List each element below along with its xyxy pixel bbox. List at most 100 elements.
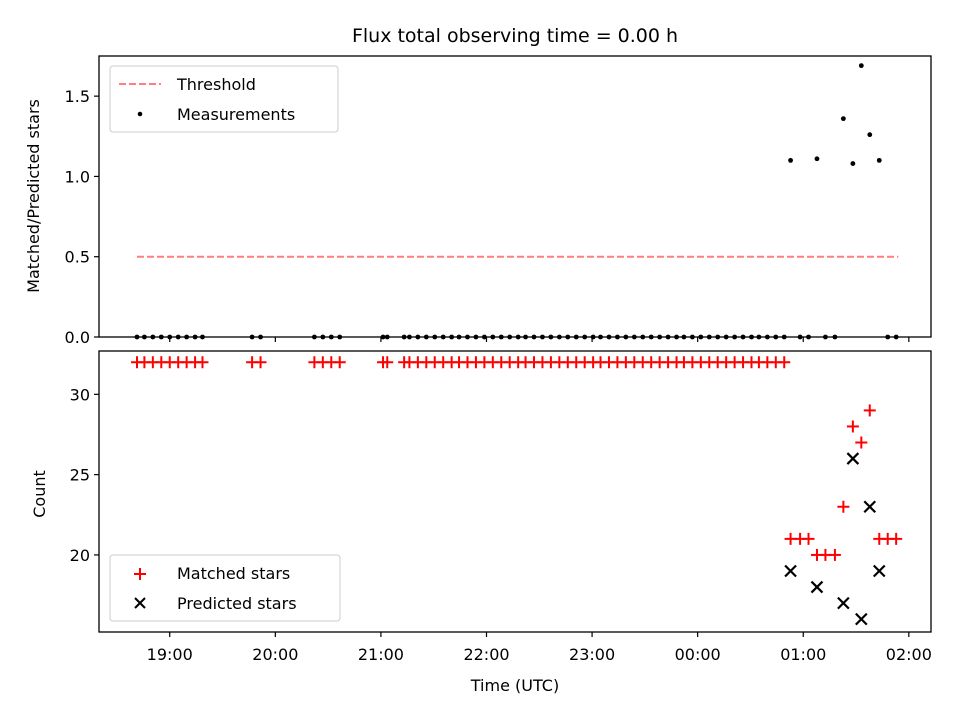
x-tick-label: 22:00	[463, 645, 509, 664]
predicted-star-point	[855, 612, 868, 626]
measurement-point	[320, 334, 326, 340]
matched-star-point	[828, 548, 841, 561]
measurement-point	[311, 334, 317, 340]
measurement-point	[540, 334, 545, 340]
measurement-point	[850, 161, 856, 166]
x-diag-b	[855, 612, 868, 626]
measurement-point	[432, 334, 438, 340]
x-tick-label: 21:00	[358, 645, 404, 664]
measurement-point	[449, 334, 455, 340]
y-tick-label: 25	[70, 466, 90, 485]
x-tick-label: 19:00	[147, 645, 193, 664]
measurement-point	[806, 334, 811, 340]
measurement-point	[384, 334, 390, 340]
predicted-star-point	[810, 580, 824, 594]
matched-star-point	[846, 420, 859, 433]
matched-star-point	[333, 356, 346, 369]
measurement-point	[698, 334, 704, 340]
measurement-point	[715, 334, 721, 340]
measurement-point	[258, 334, 263, 340]
measurement-point	[598, 334, 603, 340]
bottom-y-ticks: 20 25 30	[70, 385, 99, 565]
x-diag-b	[810, 580, 824, 594]
measurement-point	[590, 334, 596, 340]
measurement-point	[788, 157, 793, 163]
predicted-star-point	[872, 564, 886, 578]
measurement-point	[184, 334, 190, 340]
x-diag-b	[846, 452, 860, 465]
bottom-legend-box	[109, 554, 341, 622]
x-diag-b	[837, 596, 850, 610]
top-legend-box	[109, 65, 339, 133]
measurement-point	[867, 132, 873, 138]
measurement-point	[249, 334, 255, 340]
measurement-point	[407, 334, 412, 340]
bottom-y-axis-label: Count	[30, 470, 49, 518]
measurement-point	[515, 334, 521, 340]
measurement-point	[723, 334, 729, 340]
measurement-point	[885, 334, 891, 340]
matched-star-point	[863, 404, 876, 417]
measurement-point	[465, 334, 470, 340]
predicted-star-point	[837, 596, 850, 610]
measurement-point	[858, 63, 864, 69]
measurement-point	[328, 334, 334, 340]
measurement-point	[142, 334, 147, 340]
measurement-point	[615, 334, 620, 340]
measurement-point	[876, 157, 882, 163]
measurement-point	[456, 334, 462, 340]
measurement-point	[565, 334, 571, 340]
measurement-point	[498, 334, 504, 340]
legend-measurements-swatch	[137, 111, 143, 117]
measurement-point	[814, 156, 820, 162]
measurement-point	[401, 334, 407, 340]
x-tick-label: 02:00	[886, 645, 932, 664]
top-y-ticks: 0.0 0.5 1.0 1.5	[65, 87, 99, 347]
measurement-point	[665, 334, 671, 340]
top-x-ticks	[169, 337, 910, 342]
matched-star-point	[802, 532, 815, 545]
measurement-point	[158, 334, 164, 340]
y-tick-label: 30	[70, 385, 90, 404]
measurement-point	[681, 334, 687, 340]
predicted-star-point	[784, 564, 797, 578]
top-y-axis-label: Matched/Predicted stars	[24, 99, 43, 293]
x-tick-label: 23:00	[569, 645, 615, 664]
measurement-point	[631, 334, 637, 340]
y-tick-label: 1.0	[65, 167, 90, 186]
y-tick-label: 20	[70, 546, 90, 565]
measurement-point	[623, 334, 629, 340]
measurement-point	[732, 334, 738, 340]
matched-star-point	[196, 356, 209, 369]
top-panel: 0.0 0.5 1.0 1.5 Matched/Predicted stars Thr…	[24, 55, 932, 347]
measurement-point	[582, 334, 588, 340]
measurement-point	[689, 334, 695, 340]
measurement-point	[749, 334, 754, 340]
y-tick-label: 1.5	[65, 87, 90, 106]
measurement-point	[380, 334, 386, 340]
matched-star-point	[855, 436, 868, 449]
measurement-point	[674, 334, 679, 340]
legend-matched-label: Matched stars	[177, 564, 290, 583]
bottom-marks	[131, 356, 903, 626]
measurement-point	[481, 334, 487, 340]
bottom-panel: 20 25 30 19:00 20:00 21:00 22:00 23:00 00:00 01:…	[30, 350, 932, 695]
top-legend: Threshold Measurements	[109, 65, 339, 133]
measurement-point	[490, 334, 496, 340]
matched-star-point	[890, 532, 903, 545]
legend-measurements-label: Measurements	[177, 105, 295, 124]
measurement-point	[764, 334, 770, 340]
legend-threshold-label: Threshold	[176, 75, 256, 94]
measurement-point	[797, 334, 803, 340]
measurement-point	[507, 334, 513, 340]
matched-star-point	[778, 356, 791, 369]
y-tick-label: 0.0	[65, 328, 90, 347]
measurement-point	[523, 334, 528, 340]
measurement-point	[175, 334, 181, 340]
measurement-point	[556, 334, 562, 340]
measurement-point	[740, 334, 746, 340]
x-diag-b	[784, 564, 797, 578]
bottom-x-ticks: 19:00 20:00 21:00 22:00 23:00 00:00 01:00 02:00	[147, 632, 932, 664]
measurement-point	[832, 334, 838, 340]
